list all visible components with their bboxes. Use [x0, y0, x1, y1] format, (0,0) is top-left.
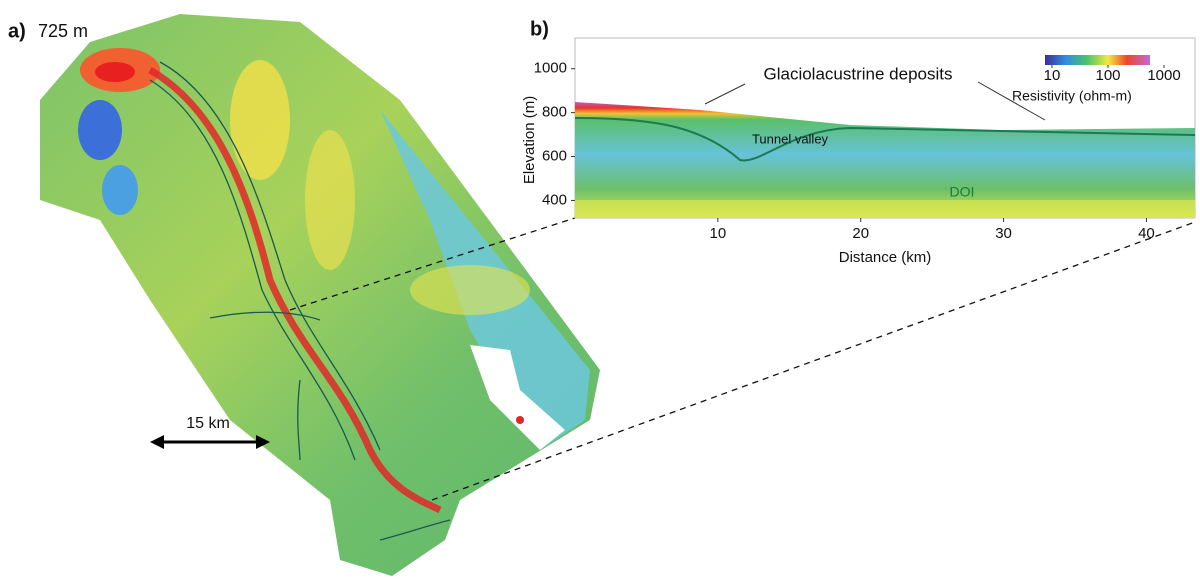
connector: [289, 217, 576, 311]
y-tick-label: 600: [542, 148, 567, 165]
colorbar-title: Resistivity (ohm-m): [1012, 88, 1132, 104]
annotation: DOI: [950, 184, 975, 200]
colorbar-tick-label: 1000: [1147, 67, 1180, 84]
annotation-line: [704, 83, 746, 105]
scale-label: 15 km: [186, 415, 230, 432]
annotation-line: [977, 81, 1046, 121]
x-tick-label: 30: [995, 225, 1012, 242]
y-tick-label: 1000: [534, 60, 567, 77]
resistivity-map: [40, 14, 600, 576]
x-tick-label: 10: [710, 225, 727, 242]
profile-section: [574, 37, 1196, 219]
y-axis-title: Elevation (m): [521, 96, 538, 184]
y-tick-label: 400: [542, 191, 567, 208]
annotation: Tunnel valley: [752, 131, 829, 146]
annotation: Glaciolacustrine deposits: [764, 64, 953, 83]
colorbar: [1045, 55, 1150, 65]
x-axis-title: Distance (km): [839, 249, 932, 266]
connector: [431, 221, 1196, 501]
depth-label: 725 m: [38, 21, 88, 41]
x-tick-label: 20: [852, 225, 869, 242]
scale-bar: [150, 435, 270, 449]
colorbar-tick-label: 100: [1095, 67, 1120, 84]
panel-label: b): [530, 18, 549, 40]
panel-label: a): [8, 20, 26, 42]
axes: 400 600 800 1000 10 20 30 40 10 100 1000: [534, 60, 1181, 242]
x-tick-label: 40: [1138, 225, 1155, 242]
colorbar-tick-label: 10: [1044, 67, 1061, 84]
y-tick-label: 800: [542, 104, 567, 121]
